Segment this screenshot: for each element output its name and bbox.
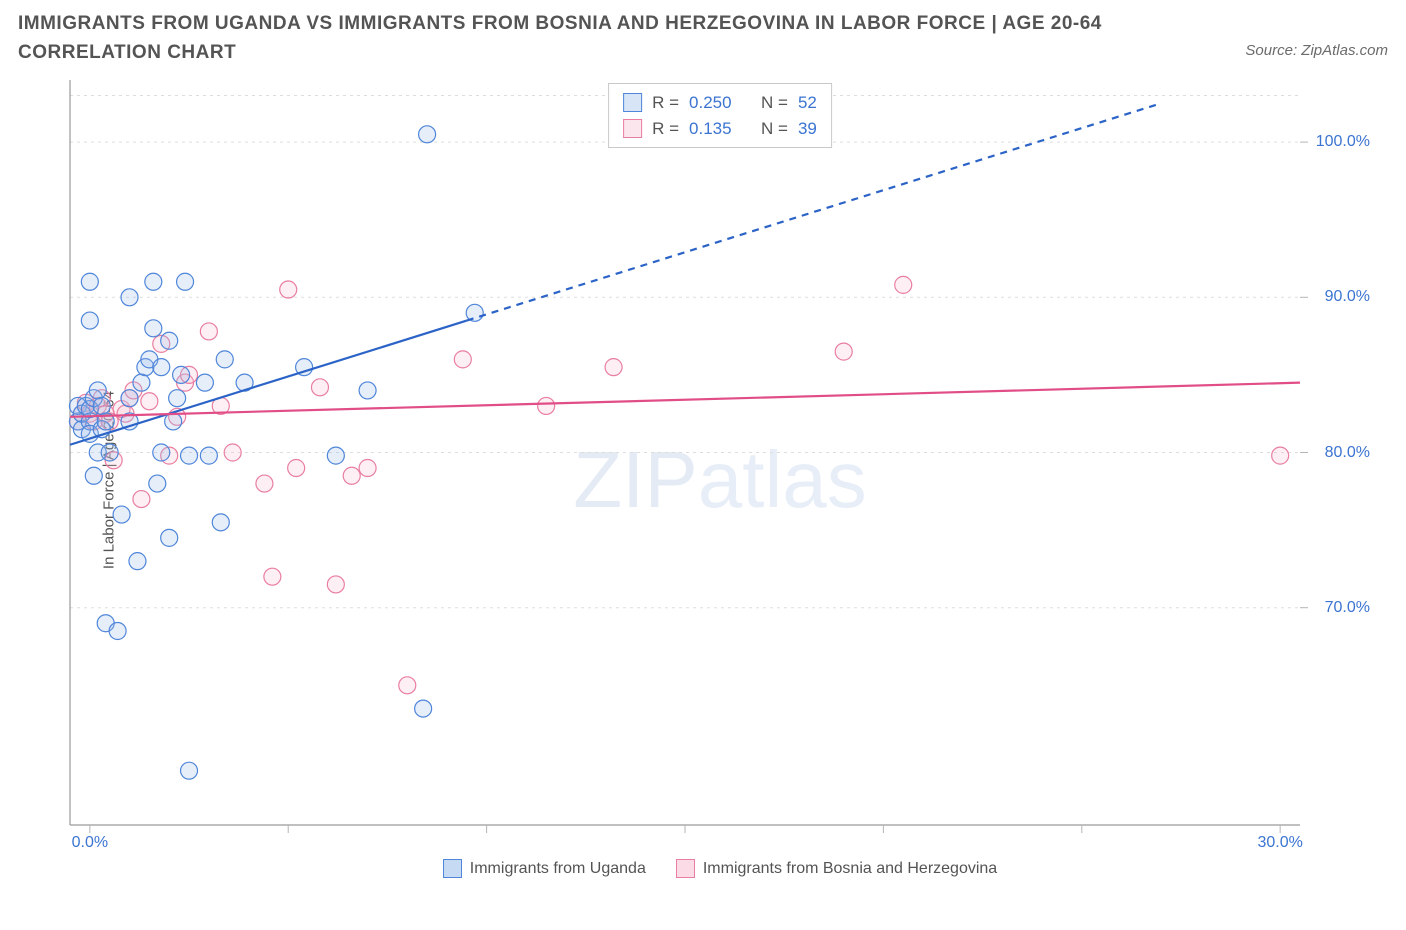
page-title: IMMIGRANTS FROM UGANDA VS IMMIGRANTS FRO… <box>18 10 1138 67</box>
x-tick-label: 30.0% <box>1257 834 1302 852</box>
correlation-legend: R = 0.250 N = 52R = 0.135 N = 39 <box>608 83 832 148</box>
series-swatch <box>676 859 695 878</box>
x-tick-label: 0.0% <box>72 834 108 852</box>
chart-container: In Labor Force | Age 20-64 ZIPatlas R = … <box>60 80 1380 880</box>
source-attribution: Source: ZipAtlas.com <box>1245 42 1388 59</box>
series-swatch <box>623 93 642 112</box>
y-tick-label: 90.0% <box>1325 288 1370 306</box>
correlation-row: R = 0.135 N = 39 <box>623 116 817 142</box>
legend-item: Immigrants from Bosnia and Herzegovina <box>676 859 997 878</box>
series-swatch <box>623 119 642 138</box>
y-tick-label: 100.0% <box>1316 133 1370 151</box>
series-swatch <box>443 859 462 878</box>
legend-item: Immigrants from Uganda <box>443 859 646 878</box>
correlation-row: R = 0.250 N = 52 <box>623 90 817 116</box>
y-tick-label: 70.0% <box>1325 599 1370 617</box>
legend-bottom: Immigrants from Uganda Immigrants from Bo… <box>60 859 1380 878</box>
y-tick-label: 80.0% <box>1325 444 1370 462</box>
source-link[interactable]: ZipAtlas.com <box>1301 42 1388 59</box>
scatter-chart <box>60 80 1380 880</box>
